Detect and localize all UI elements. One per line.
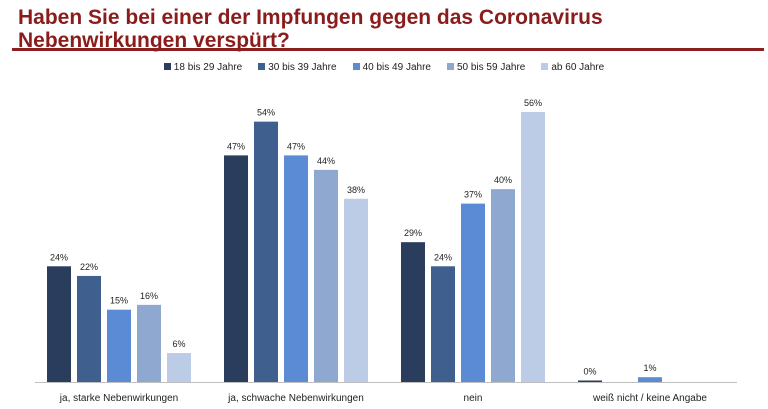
legend-item: 40 bis 49 Jahre	[352, 62, 431, 73]
legend-swatch	[352, 63, 360, 70]
data-label: 29%	[404, 228, 422, 238]
bar	[638, 377, 662, 382]
legend-item: 30 bis 39 Jahre	[258, 62, 337, 73]
category-label: ja, starke Nebenwirkungen	[59, 393, 178, 404]
bar	[167, 353, 191, 382]
category-label: weiß nicht / keine Angabe	[592, 393, 707, 404]
legend-label: ab 60 Jahre	[551, 62, 605, 73]
data-label: 1%	[643, 363, 656, 373]
bar	[401, 242, 425, 382]
data-label: 15%	[110, 296, 128, 306]
legend-label: 40 bis 49 Jahre	[362, 62, 431, 73]
bar	[491, 189, 515, 382]
chart-title: Haben Sie bei einer der Impfungen gegen …	[18, 6, 603, 52]
bar	[578, 380, 602, 382]
data-label: 0%	[583, 367, 596, 377]
data-label: 24%	[50, 252, 68, 262]
bar	[77, 275, 101, 382]
bar	[107, 309, 131, 382]
data-label: 24%	[434, 252, 452, 262]
data-label: 22%	[80, 262, 98, 272]
data-label: 16%	[140, 291, 158, 301]
data-label: 56%	[524, 98, 542, 108]
bar	[461, 203, 485, 382]
legend: 18 bis 29 Jahre 30 bis 39 Jahre 40 bis 49 …	[0, 62, 768, 73]
legend-label: 50 bis 59 Jahre	[456, 62, 526, 73]
bar	[521, 112, 545, 382]
legend-swatch	[541, 63, 549, 70]
bar	[344, 198, 368, 382]
category-label: ja, schwache Nebenwirkungen	[227, 393, 364, 404]
bar	[284, 155, 308, 382]
legend-item: 18 bis 29 Jahre	[163, 62, 243, 73]
bar	[254, 121, 278, 383]
data-label: 54%	[257, 108, 275, 118]
data-label: 6%	[172, 339, 185, 349]
bar	[47, 266, 71, 382]
legend-item: ab 60 Jahre	[541, 62, 604, 73]
title-rule	[12, 48, 764, 51]
legend-item: 50 bis 59 Jahre	[446, 62, 526, 73]
legend-label: 30 bis 39 Jahre	[268, 62, 337, 73]
bar	[137, 304, 161, 382]
data-label: 47%	[287, 141, 305, 151]
data-label: 40%	[494, 175, 512, 185]
legend-swatch	[258, 63, 266, 70]
legend-label: 18 bis 29 Jahre	[173, 62, 243, 73]
bar	[314, 169, 338, 382]
bar	[224, 155, 248, 382]
legend-swatch	[446, 63, 454, 70]
data-label: 37%	[464, 190, 482, 200]
bar	[431, 266, 455, 382]
data-label: 38%	[347, 185, 365, 195]
category-label: nein	[464, 393, 483, 404]
legend-swatch	[163, 63, 171, 70]
data-label: 47%	[227, 141, 245, 151]
data-label: 44%	[317, 156, 335, 166]
